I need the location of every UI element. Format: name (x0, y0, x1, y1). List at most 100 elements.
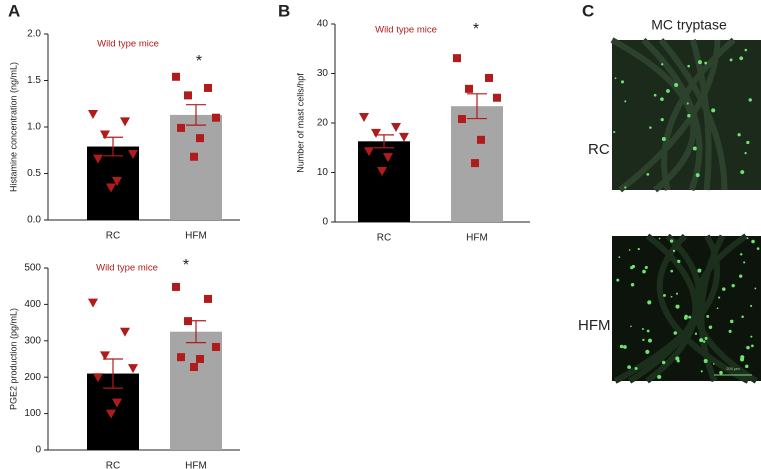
fluorescent-cell (687, 64, 690, 68)
data-point (377, 167, 387, 177)
data-point (493, 93, 501, 102)
fluorescent-cell (694, 332, 698, 335)
fluorescent-cell (642, 338, 645, 342)
data-point (465, 84, 473, 93)
fluorescent-cell (613, 130, 616, 134)
fluorescent-cell (746, 345, 750, 350)
fluorescent-cell (738, 274, 743, 278)
tissue-fold (618, 39, 721, 193)
fluorescent-cell (666, 89, 670, 93)
fluorescent-cell (623, 345, 627, 349)
fluorescent-cell (677, 259, 681, 264)
fluorescent-cell (716, 307, 719, 310)
y-tick-label: 20 (317, 118, 329, 129)
fluorescent-cell (684, 316, 688, 320)
panel-label: A (8, 1, 20, 20)
fluorescent-cell (653, 93, 657, 97)
fluorescent-cell (641, 327, 644, 330)
fluorescent-cell (630, 325, 632, 328)
fluorescent-cell (624, 186, 627, 189)
y-tick-label: 0 (322, 217, 328, 228)
fluorescent-cell (669, 239, 674, 243)
fluorescent-cell (644, 265, 648, 269)
y-axis-label: Histamine concentration (ng/mL) (8, 62, 18, 192)
x-tick-label: HFM (185, 461, 207, 469)
data-point (172, 72, 180, 81)
fluorescent-cell (663, 293, 666, 297)
fluorescent-cell (740, 355, 745, 360)
fluorescent-cell (741, 315, 744, 319)
y-tick-label: 200 (24, 372, 41, 383)
fluorescent-cell (744, 151, 747, 155)
fluorescent-cell (712, 363, 715, 365)
data-point (471, 159, 479, 168)
y-tick-label: 400 (24, 299, 41, 310)
data-point (359, 113, 369, 123)
data-point (106, 409, 116, 419)
bar (170, 114, 222, 220)
y-tick-label: 30 (317, 68, 329, 79)
data-point (212, 342, 220, 351)
data-point (93, 154, 103, 164)
fluorescent-cell (702, 340, 706, 343)
fluorescent-cell (660, 97, 664, 101)
annotation: Wild type mice (375, 25, 437, 36)
data-point (371, 128, 381, 138)
fluorescent-cell (695, 173, 700, 178)
x-tick-label: HFM (185, 231, 207, 242)
y-tick-label: 300 (24, 335, 41, 346)
fluorescent-cell (692, 146, 697, 151)
data-point (184, 91, 192, 100)
fluorescent-cell (729, 319, 734, 324)
fluorescent-cell (745, 364, 749, 368)
fluorescent-cell (746, 237, 749, 240)
fluorescent-cell (619, 344, 624, 349)
fluorescent-cell (630, 266, 634, 270)
data-point (204, 83, 212, 92)
fluorescent-cell (722, 287, 726, 291)
x-tick-label: RC (377, 233, 391, 244)
micrograph (612, 40, 761, 190)
fluorescent-cell (719, 370, 723, 375)
fluorescent-cell (750, 304, 753, 308)
data-point (88, 298, 98, 308)
fluorescent-cell (728, 329, 732, 333)
fluorescent-cell (699, 338, 704, 343)
data-point (128, 364, 138, 374)
fluorescent-cell (674, 83, 679, 88)
y-tick-label: 500 (24, 263, 41, 274)
y-tick-label: 1.5 (27, 75, 41, 86)
data-point (120, 327, 130, 337)
fluorescent-cell (627, 365, 631, 369)
annotation: * (183, 257, 189, 274)
fluorescent-cell (756, 247, 760, 250)
fluorescent-cell (744, 48, 748, 52)
data-point (399, 132, 409, 142)
fluorescent-cell (737, 133, 741, 137)
fluorescent-cell (614, 77, 617, 80)
fluorescent-cell (660, 63, 664, 66)
bar (170, 331, 222, 450)
fluorescent-cell (620, 80, 625, 84)
fluorescent-cell (751, 344, 754, 348)
y-axis-label: Number of mast cells/hpf (295, 73, 305, 173)
fluorescent-cell (630, 282, 635, 287)
scale-bar-label: 200 μm (726, 366, 740, 371)
fluorescent-cell (645, 349, 650, 354)
fluorescent-cell (687, 114, 691, 118)
data-point (177, 353, 185, 362)
fluorescent-cell (739, 56, 744, 61)
fluorescent-cell (706, 314, 710, 318)
fluorescent-cell (751, 239, 755, 244)
fluorescent-cell (648, 338, 652, 343)
fluorescent-cell (675, 304, 680, 309)
y-tick-label: 1.0 (27, 122, 41, 133)
fluorescent-cell (704, 61, 708, 65)
fluorescent-cell (718, 296, 721, 299)
fluorescent-cell (661, 360, 666, 365)
fluorescent-cell (628, 249, 631, 251)
y-tick-label: 2.0 (27, 29, 41, 40)
data-point (196, 355, 204, 363)
